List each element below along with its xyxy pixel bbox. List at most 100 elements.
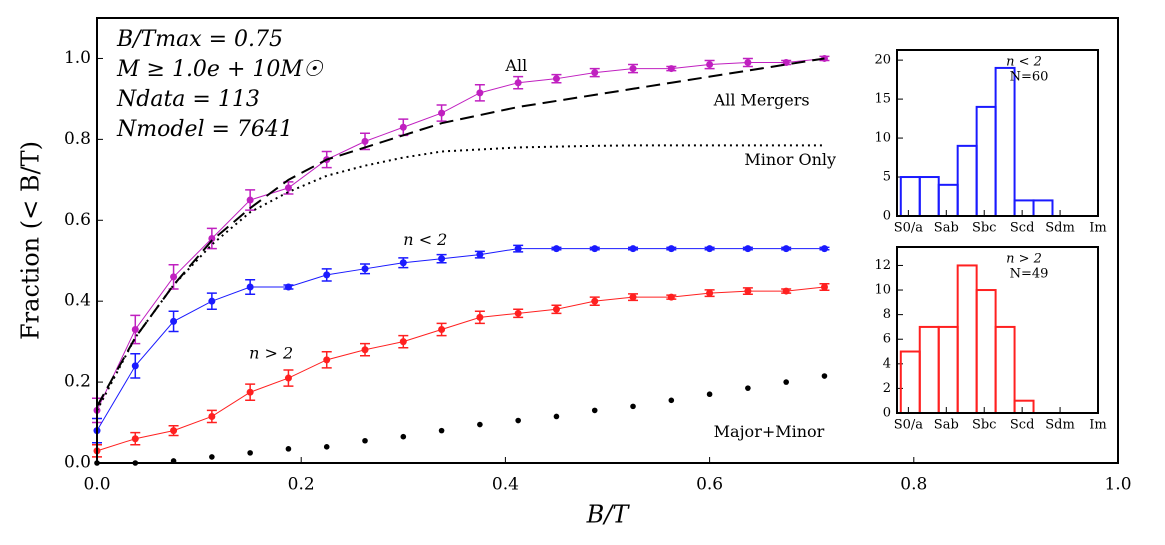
data-point	[552, 245, 560, 253]
data-point	[361, 137, 369, 145]
series-label: All Mergers	[713, 90, 810, 109]
data-point	[246, 196, 254, 204]
data-point	[706, 391, 713, 398]
data-point	[514, 79, 522, 87]
data-point	[552, 305, 560, 313]
series-line	[96, 248, 825, 431]
data-point	[667, 65, 675, 73]
data-point	[476, 251, 484, 259]
data-point	[629, 245, 637, 253]
y-tick-label: 8	[883, 307, 891, 322]
data-point	[246, 283, 254, 291]
data-point	[667, 293, 675, 301]
annotation: Ndata = 113	[116, 87, 260, 112]
x-tick-label: Scd	[1010, 418, 1035, 433]
data-point	[399, 338, 407, 346]
data-point	[820, 283, 828, 291]
x-tick-label: 1.0	[1104, 475, 1131, 495]
data-point	[820, 245, 828, 253]
y-tick-label: 6	[883, 332, 891, 347]
data-point	[438, 109, 446, 117]
data-point	[706, 245, 714, 253]
data-point	[706, 289, 714, 297]
annotation: M ≥ 1.0e + 10M☉	[116, 57, 324, 82]
y-tick-label: 15	[874, 92, 891, 107]
series-line	[96, 57, 825, 411]
series-label: n > 2	[249, 343, 293, 362]
data-point	[284, 283, 292, 291]
y-tick-label: 5	[883, 170, 891, 185]
data-point	[744, 59, 752, 66]
data-point	[514, 245, 522, 253]
data-point	[131, 362, 139, 370]
inset-frame	[896, 246, 1099, 414]
data-point	[744, 287, 752, 295]
series-label: Major+Minor	[714, 422, 825, 441]
data-point	[514, 309, 522, 317]
data-point	[284, 184, 292, 192]
data-point	[170, 273, 178, 281]
data-point	[667, 245, 675, 253]
y-tick-label: 0.2	[64, 372, 91, 392]
series-line	[96, 286, 825, 452]
x-tick-label: Im	[1089, 418, 1106, 433]
y-tick-label: 20	[874, 53, 891, 68]
x-tick-label: Sab	[934, 418, 959, 433]
x-tick-label: 0.8	[900, 475, 927, 495]
data-point	[591, 69, 599, 77]
data-point	[285, 446, 292, 452]
data-point	[170, 317, 178, 325]
data-point	[323, 356, 331, 364]
x-tick-label: Im	[1089, 221, 1106, 236]
y-tick-label: 10	[874, 131, 891, 146]
x-axis-label: B/T	[586, 501, 631, 529]
plot-area	[897, 247, 1098, 413]
data-point	[208, 297, 216, 305]
y-tick-label: 12	[874, 258, 891, 273]
y-tick-label: 0	[883, 406, 891, 421]
y-tick-label: 0.4	[64, 291, 91, 311]
data-point	[170, 427, 178, 435]
x-tick-label: Sab	[934, 221, 959, 236]
data-point	[208, 234, 216, 242]
data-point	[400, 433, 407, 440]
series-line	[96, 57, 825, 407]
data-point	[591, 245, 599, 253]
data-point	[247, 450, 253, 456]
data-point	[744, 245, 752, 253]
data-point	[745, 385, 751, 391]
annotation: B/Tmax = 0.75	[116, 27, 283, 52]
y-tick-label: 0.6	[64, 210, 91, 230]
data-point	[630, 403, 636, 410]
x-tick-label: Sbc	[972, 221, 997, 236]
data-point	[629, 293, 637, 301]
data-point	[629, 65, 637, 73]
x-tick-label: S0/a	[894, 418, 924, 433]
series-label: n < 2	[403, 230, 447, 249]
data-point	[323, 444, 330, 450]
data-point	[208, 412, 216, 420]
inset-frame	[896, 49, 1099, 217]
y-tick-label: 0.0	[64, 453, 91, 473]
y-tick-label: 0.8	[64, 129, 91, 149]
data-point	[591, 297, 599, 305]
y-tick-label: 4	[883, 356, 891, 371]
y-tick-label: 2	[883, 381, 891, 396]
x-tick-label: Scd	[1010, 221, 1035, 236]
data-point	[323, 271, 331, 279]
plot-area	[897, 50, 1098, 216]
data-point	[783, 379, 789, 385]
data-point	[438, 427, 445, 434]
data-point	[361, 265, 369, 273]
series-line	[96, 144, 825, 411]
data-point	[399, 123, 407, 131]
data-point	[438, 255, 446, 263]
data-point	[668, 397, 675, 404]
data-point	[515, 417, 521, 424]
data-point	[476, 89, 484, 97]
x-tick-label: 0.2	[288, 475, 315, 495]
data-point	[361, 346, 369, 354]
annotation: Nmodel = 7641	[116, 117, 293, 142]
data-point	[477, 421, 483, 428]
